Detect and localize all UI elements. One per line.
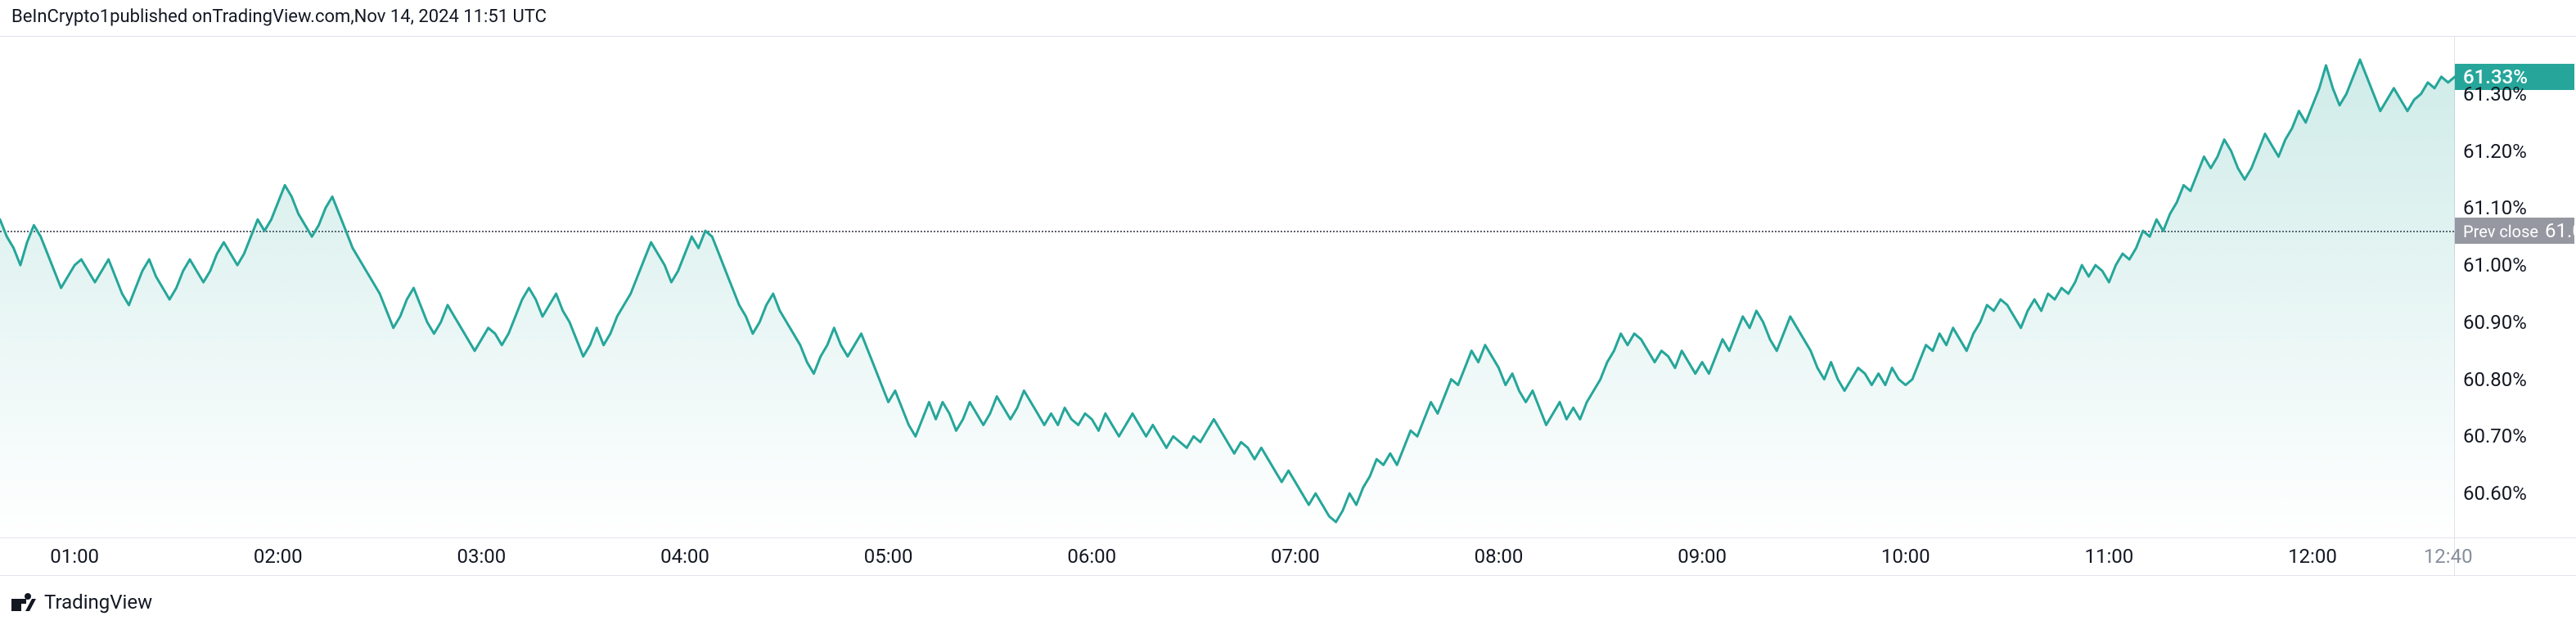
x-tick-label: 04:00 (660, 545, 709, 568)
x-tick-label: 05:00 (864, 545, 913, 568)
header-middle: published on (110, 7, 212, 27)
y-tick-label: 60.60% (2463, 482, 2527, 505)
price-series (0, 37, 2455, 539)
publisher-name: BeInCrypto1 (11, 7, 110, 27)
y-tick-label: 61.00% (2463, 254, 2527, 277)
footer: TradingView (11, 591, 152, 614)
x-tick-label: 06:00 (1067, 545, 1116, 568)
x-tick-label: 09:00 (1678, 545, 1727, 568)
publisher-site: TradingView.com (212, 7, 350, 27)
prev-close-badge: Prev close 61.06% (2455, 218, 2574, 244)
y-axis[interactable]: 61.33% Prev close 61.06% 61.30%61.20%61.… (2455, 37, 2576, 537)
y-tick-label: 61.30% (2463, 83, 2527, 106)
y-tick-label: 60.90% (2463, 311, 2527, 334)
chart-header: BeInCrypto1 published on TradingView.com… (0, 0, 2576, 33)
y-tick-label: 60.70% (2463, 425, 2527, 447)
x-tick-label: 11:00 (2084, 545, 2133, 568)
chart-area[interactable]: 61.33% Prev close 61.06% 61.30%61.20%61.… (0, 36, 2576, 538)
y-tick-label: 60.80% (2463, 368, 2527, 391)
y-tick-label: 61.10% (2463, 196, 2527, 219)
footer-brand: TradingView (44, 591, 152, 614)
publish-timestamp: Nov 14, 2024 11:51 UTC (354, 7, 547, 27)
x-axis-right-stub (2455, 538, 2576, 576)
x-axis[interactable]: 01:00 02:00 03:00 04:00 05:00 06:00 07:00 08:00… (0, 538, 2455, 576)
x-tick-label: 01:00 (50, 545, 99, 568)
x-tick-label: 03:00 (457, 545, 507, 568)
x-tick-label: 02:00 (254, 545, 303, 568)
y-tick-label: 61.20% (2463, 140, 2527, 163)
x-tick-label: 08:00 (1475, 545, 1524, 568)
x-tick-label: 12:00 (2288, 545, 2337, 568)
tradingview-logo-icon (11, 593, 36, 611)
x-tick-label: 07:00 (1271, 545, 1320, 568)
chart-container: BeInCrypto1 published on TradingView.com… (0, 0, 2576, 625)
plot-pane[interactable] (0, 37, 2455, 537)
prev-close-value: 61.06% (2545, 219, 2576, 242)
prev-close-prefix: Prev close (2463, 222, 2538, 241)
x-tick-label: 10:00 (1881, 545, 1930, 568)
